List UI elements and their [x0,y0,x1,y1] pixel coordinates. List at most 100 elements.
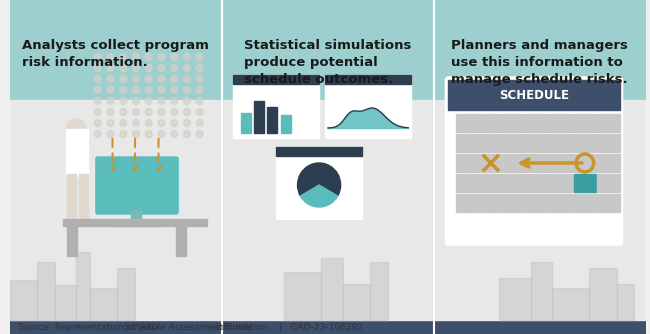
Circle shape [94,98,101,105]
Bar [480,134,502,152]
Bar [456,194,478,212]
Circle shape [183,109,190,116]
Bar [552,288,590,320]
Bar [550,154,573,172]
Bar [530,262,552,320]
Bar [503,154,526,172]
Bar [448,80,619,110]
Bar [480,174,502,192]
Bar [176,224,186,256]
Circle shape [146,64,152,71]
Circle shape [94,75,101,82]
Bar [118,268,135,320]
Bar [267,107,277,133]
Circle shape [183,64,190,71]
Circle shape [183,98,190,105]
Bar [76,252,90,320]
Circle shape [133,87,140,94]
Bar [456,174,478,192]
Bar [10,100,646,320]
Circle shape [146,109,152,116]
Text: Statistical simulations
produce potential
schedule outcomes.: Statistical simulations produce potentia… [244,39,411,86]
Bar [573,194,596,212]
Bar [550,174,573,192]
Circle shape [158,53,165,60]
Circle shape [120,120,127,127]
Text: Analysts collect program
risk information.: Analysts collect program risk informatio… [22,39,209,69]
Circle shape [146,98,152,105]
Circle shape [133,109,140,116]
Bar [281,115,291,133]
Circle shape [158,131,165,138]
Bar [590,268,617,320]
Circle shape [158,120,165,127]
Bar [68,224,77,256]
Bar [550,114,573,132]
Wedge shape [300,185,338,207]
Bar [325,75,411,84]
Circle shape [196,64,203,71]
Circle shape [183,87,190,94]
Bar [10,0,646,100]
Bar [62,219,207,226]
Bar [573,174,596,192]
Circle shape [171,75,177,82]
Bar [617,284,634,320]
Bar [573,114,596,132]
Bar [573,154,596,172]
Circle shape [107,64,114,71]
Bar [68,174,76,222]
Bar [597,134,619,152]
Circle shape [158,64,165,71]
Circle shape [146,131,152,138]
Circle shape [107,53,114,60]
FancyBboxPatch shape [96,157,178,214]
Circle shape [133,120,140,127]
Bar [503,174,526,192]
Circle shape [171,120,177,127]
Circle shape [196,109,203,116]
Circle shape [94,109,101,116]
Bar [480,154,502,172]
Text: Schedule Assessment Guide: Schedule Assessment Guide [124,323,252,332]
Bar [503,114,526,132]
Circle shape [94,120,101,127]
Circle shape [94,64,101,71]
Circle shape [158,98,165,105]
Circle shape [66,119,86,139]
Bar [499,278,530,320]
Wedge shape [298,163,341,196]
Bar [526,194,549,212]
Bar [321,258,343,320]
Circle shape [107,120,114,127]
Circle shape [120,131,127,138]
Circle shape [133,98,140,105]
Circle shape [196,87,203,94]
Bar [276,147,362,219]
Text: information.   |   GAO-23-106292: information. | GAO-23-106292 [213,323,363,332]
Circle shape [171,87,177,94]
Bar [233,75,319,138]
Circle shape [94,87,101,94]
Bar [370,262,387,320]
Circle shape [146,87,152,94]
Circle shape [196,120,203,127]
Circle shape [196,75,203,82]
Circle shape [183,131,190,138]
Circle shape [171,131,177,138]
Bar [114,221,157,226]
Text: SCHEDULE: SCHEDULE [499,89,569,102]
Circle shape [133,131,140,138]
Bar [233,75,319,84]
Bar [66,129,88,176]
Circle shape [196,131,203,138]
Bar [90,288,118,320]
Bar [503,194,526,212]
Bar [240,113,250,133]
Bar [480,194,502,212]
Bar [55,285,76,320]
Circle shape [146,53,152,60]
Circle shape [158,75,165,82]
Circle shape [171,64,177,71]
Circle shape [120,109,127,116]
